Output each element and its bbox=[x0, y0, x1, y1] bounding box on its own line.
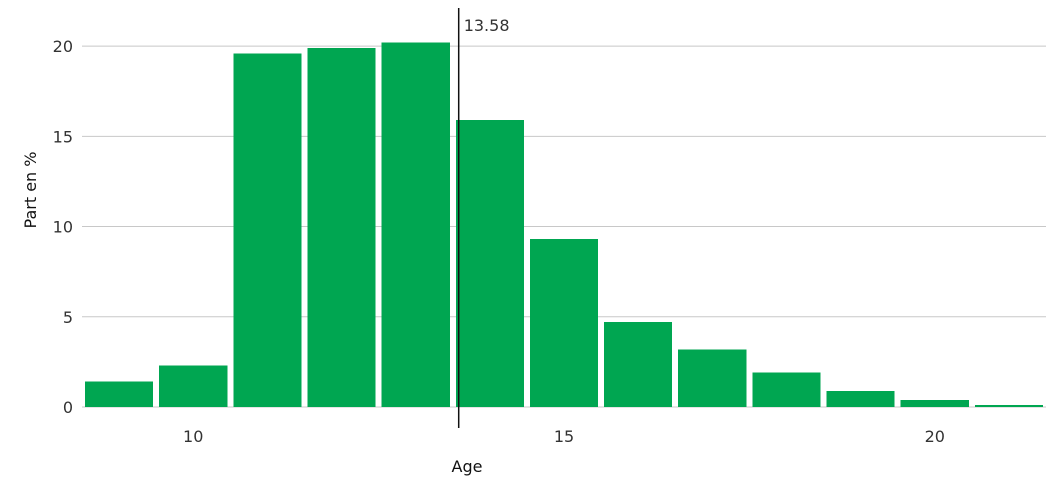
bar-age-20 bbox=[900, 399, 969, 407]
bar-age-17 bbox=[678, 349, 747, 407]
x-axis-ticks: 10 15 20 bbox=[183, 427, 945, 446]
bar-age-15 bbox=[529, 239, 599, 407]
y-tick-label-5: 5 bbox=[63, 308, 73, 327]
y-axis-title: Part en % bbox=[21, 152, 40, 229]
bar-age-12 bbox=[307, 47, 376, 408]
bar-age-21 bbox=[974, 405, 1043, 407]
bar-age-18 bbox=[752, 372, 821, 407]
y-tick-label-10: 10 bbox=[53, 218, 73, 237]
bar-age-14 bbox=[455, 120, 524, 407]
bar-age-16 bbox=[604, 322, 673, 407]
bars bbox=[85, 42, 1043, 408]
mean-reference-label: 13.58 bbox=[464, 16, 510, 35]
y-tick-label-20: 20 bbox=[53, 37, 73, 56]
x-tick-label-10: 10 bbox=[183, 427, 203, 446]
y-tick-label-15: 15 bbox=[53, 127, 73, 146]
y-tick-label-0: 0 bbox=[63, 398, 73, 417]
x-axis-title: Age bbox=[452, 457, 483, 476]
bar-age-11 bbox=[233, 53, 302, 408]
y-axis-ticks: 0 5 10 15 20 bbox=[53, 37, 73, 417]
bar-age-9 bbox=[85, 381, 154, 407]
bar-age-13 bbox=[381, 42, 450, 408]
x-tick-label-20: 20 bbox=[925, 427, 945, 446]
x-tick-label-15: 15 bbox=[554, 427, 574, 446]
bar-age-19 bbox=[826, 390, 895, 407]
bar-age-10 bbox=[159, 365, 228, 407]
reference-line-group: 13.58 bbox=[457, 8, 510, 428]
